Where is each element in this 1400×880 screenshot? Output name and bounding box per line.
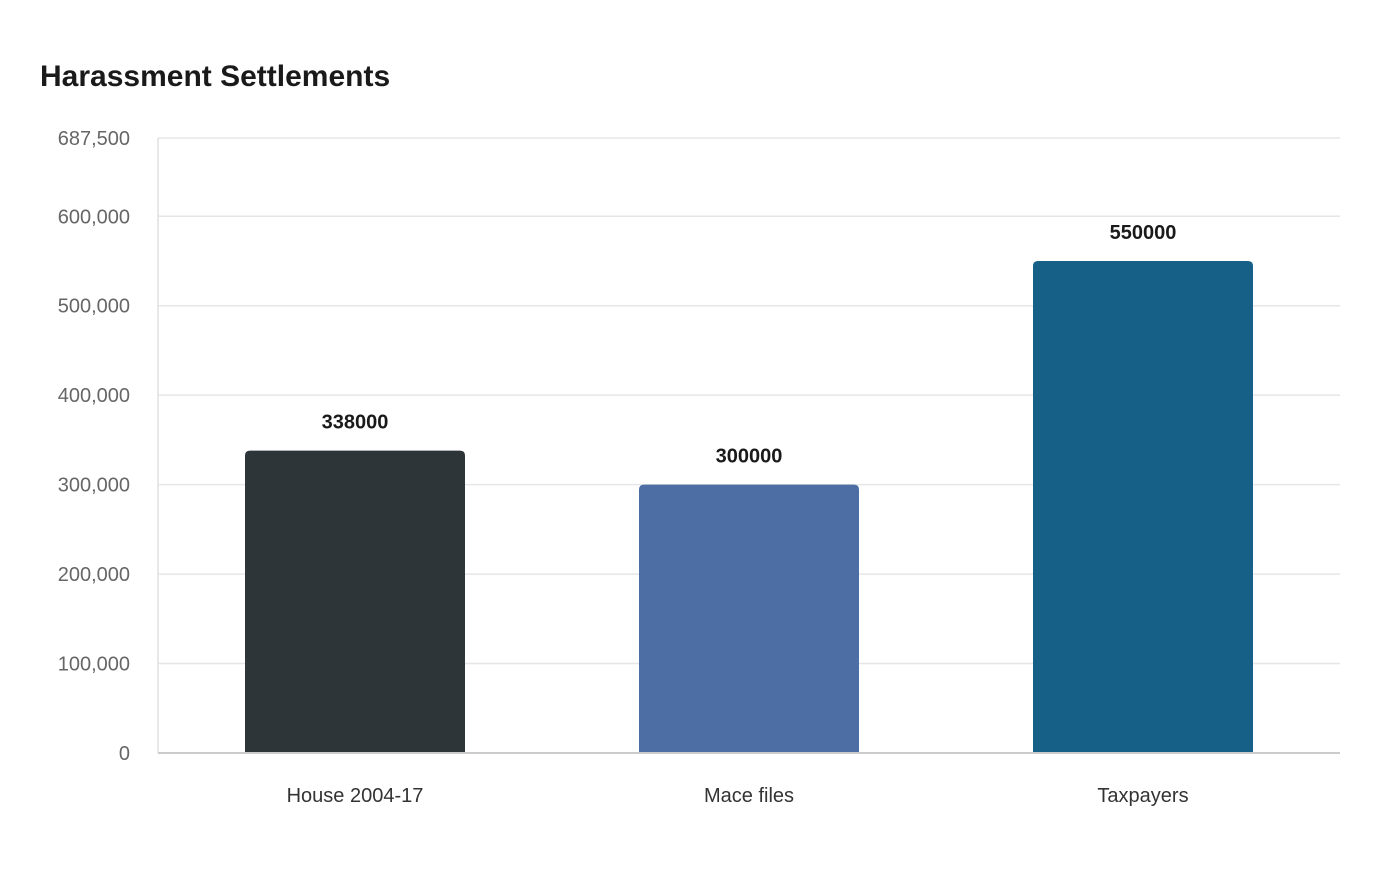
axes bbox=[157, 138, 1340, 754]
y-tick-label: 400,000 bbox=[58, 385, 130, 407]
category-label-1: Mace files bbox=[704, 785, 794, 807]
chart-title: Harassment Settlements bbox=[40, 60, 391, 93]
bar-0 bbox=[245, 450, 465, 753]
y-tick-label: 200,000 bbox=[58, 564, 130, 586]
y-tick-label: 300,000 bbox=[58, 475, 130, 497]
y-tick-label: 500,000 bbox=[58, 296, 130, 318]
data-label-2: 550000 bbox=[1110, 222, 1177, 244]
category-label-0: House 2004-17 bbox=[287, 785, 424, 807]
y-tick-label: 600,000 bbox=[58, 206, 130, 228]
bar-2 bbox=[1033, 261, 1253, 753]
data-label-1: 300000 bbox=[716, 446, 783, 468]
y-tick-label: 687,500 bbox=[58, 128, 130, 150]
category-label-2: Taxpayers bbox=[1097, 785, 1188, 807]
labels: 0 100,000 200,000 300,000 400,000 500,000 600,… bbox=[58, 128, 1189, 807]
y-tick-label: 100,000 bbox=[58, 654, 130, 676]
bar-1 bbox=[639, 484, 859, 753]
data-label-0: 338000 bbox=[322, 412, 389, 434]
bars bbox=[245, 261, 1253, 753]
y-tick-label: 0 bbox=[119, 743, 130, 765]
